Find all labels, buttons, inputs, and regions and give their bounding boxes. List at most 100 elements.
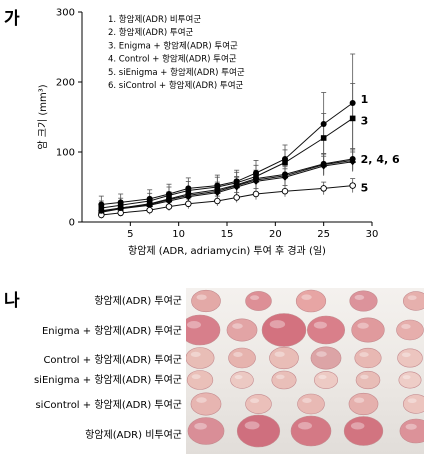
tumor xyxy=(179,314,221,346)
x-axis-label: 항암제 (ADR, adriamycin) 투여 후 경과 (일) xyxy=(128,244,326,257)
tumor xyxy=(226,318,258,342)
series-lines xyxy=(101,102,353,216)
tumor-highlight xyxy=(250,398,260,404)
tumor-highlight xyxy=(301,294,312,300)
data-point-s6 xyxy=(349,156,356,162)
tumor-highlight xyxy=(234,374,243,380)
tumor xyxy=(236,414,281,448)
data-point-s6 xyxy=(282,171,288,178)
data-point-s5 xyxy=(320,185,327,192)
y-tick-label: 300 xyxy=(56,8,75,19)
tumor-highlight xyxy=(401,352,411,358)
tumor-highlight xyxy=(357,322,369,329)
data-point-s5 xyxy=(349,182,356,189)
tumor xyxy=(271,370,297,390)
photo-row-label: siControl + 항암제(ADR) 투여군 xyxy=(35,400,182,411)
tumor-highlight xyxy=(402,375,411,380)
tumor xyxy=(354,347,382,369)
data-point-s1 xyxy=(349,100,356,106)
y-tick-label: 0 xyxy=(69,218,75,229)
x-tick-label: 10 xyxy=(172,229,185,240)
data-point-s6 xyxy=(214,186,221,193)
y-tick-label: 200 xyxy=(56,78,75,89)
data-point-s5 xyxy=(233,194,240,201)
data-point-s5 xyxy=(146,206,153,214)
tumor xyxy=(310,346,342,370)
tumor-highlight xyxy=(407,295,417,301)
tumor-highlight xyxy=(187,321,201,329)
legend-entry: 1. 항암제(ADR) 비투여군 xyxy=(108,14,201,25)
tumor-highlight xyxy=(250,295,260,301)
legend-entry: 3. Enigma + 항암제(ADR) 투여군 xyxy=(108,40,238,51)
tumor-highlight xyxy=(407,398,417,404)
tumor-highlight xyxy=(276,374,285,380)
data-point-s3 xyxy=(282,159,288,166)
tumor xyxy=(396,319,424,341)
tumor xyxy=(349,290,378,312)
tumor-highlight xyxy=(191,374,201,380)
tumor xyxy=(307,315,346,345)
data-point-s3 xyxy=(349,115,356,122)
x-tick-label: 25 xyxy=(317,229,330,240)
tumor-highlight xyxy=(194,422,207,430)
data-point-s6 xyxy=(117,205,124,211)
tumor-highlight xyxy=(401,324,411,329)
data-point-s6 xyxy=(185,191,192,197)
panel-label-a: 가 xyxy=(4,9,20,29)
series-markers xyxy=(98,100,356,219)
tumor-photo-drawing xyxy=(179,289,427,448)
tumor xyxy=(402,291,427,311)
panel-label-b: 나 xyxy=(4,291,20,311)
tumor xyxy=(314,371,338,389)
legend-entry: 2. 항암제(ADR) 투여군 xyxy=(108,27,194,38)
y-axis-label: 암 크기 (mm³) xyxy=(37,84,49,149)
data-point-s6 xyxy=(233,181,240,188)
legend-entry: 6. siControl + 항암제(ADR) 투여군 xyxy=(108,80,244,91)
series-end-labels: 1 3 5 2, 4, 6 xyxy=(361,93,400,195)
tumor-highlight xyxy=(318,374,327,380)
data-point-s3 xyxy=(185,187,192,194)
tumor-highlight xyxy=(196,397,207,403)
data-point-s5 xyxy=(165,203,173,210)
tumor-highlight xyxy=(360,374,369,380)
data-point-s3 xyxy=(320,135,327,141)
legend-entry: 5. siEnigma + 항암제(ADR) 투여군 xyxy=(108,67,245,78)
x-tick-label: 5 xyxy=(127,229,133,240)
series-end-label: 1 xyxy=(361,93,369,106)
tumor-highlight xyxy=(354,294,365,300)
data-point-s6 xyxy=(146,200,153,207)
photo-row-label: Enigma + 항암제(ADR) 투여군 xyxy=(41,326,182,337)
tumor-highlight xyxy=(350,422,365,430)
tumor xyxy=(397,348,423,368)
data-point-s5 xyxy=(281,187,289,195)
tumor-highlight xyxy=(354,397,365,403)
tumor xyxy=(355,370,381,390)
data-point-s6 xyxy=(320,160,327,167)
x-tick-label: 30 xyxy=(366,229,379,240)
y-tick-label: 100 xyxy=(56,148,75,159)
data-point-s5 xyxy=(185,200,192,208)
legend: 1. 항암제(ADR) 비투여군 2. 항암제(ADR) 투여군 3. Enigma… xyxy=(108,14,245,91)
tumor-photo xyxy=(179,288,427,454)
tumor xyxy=(295,289,327,313)
data-point-s3 xyxy=(166,192,172,199)
x-tick-label: 15 xyxy=(221,229,234,240)
tumor xyxy=(185,347,215,369)
tumor-highlight xyxy=(244,421,260,430)
series-end-label: 5 xyxy=(361,182,369,195)
photo-row-label: siEnigma + 항암제(ADR) 투여군 xyxy=(33,375,182,386)
tumor xyxy=(351,317,385,343)
data-point-s6 xyxy=(166,195,172,202)
tumor xyxy=(269,346,299,370)
tumor xyxy=(402,394,427,414)
tumor-highlight xyxy=(313,321,327,329)
data-point-s1 xyxy=(320,121,327,127)
tumor-highlight xyxy=(190,351,201,357)
tumor xyxy=(399,418,427,444)
tumor xyxy=(297,393,325,415)
data-point-s5 xyxy=(252,190,260,198)
series-end-label: 2, 4, 6 xyxy=(361,153,400,166)
data-point-s6 xyxy=(253,175,259,182)
